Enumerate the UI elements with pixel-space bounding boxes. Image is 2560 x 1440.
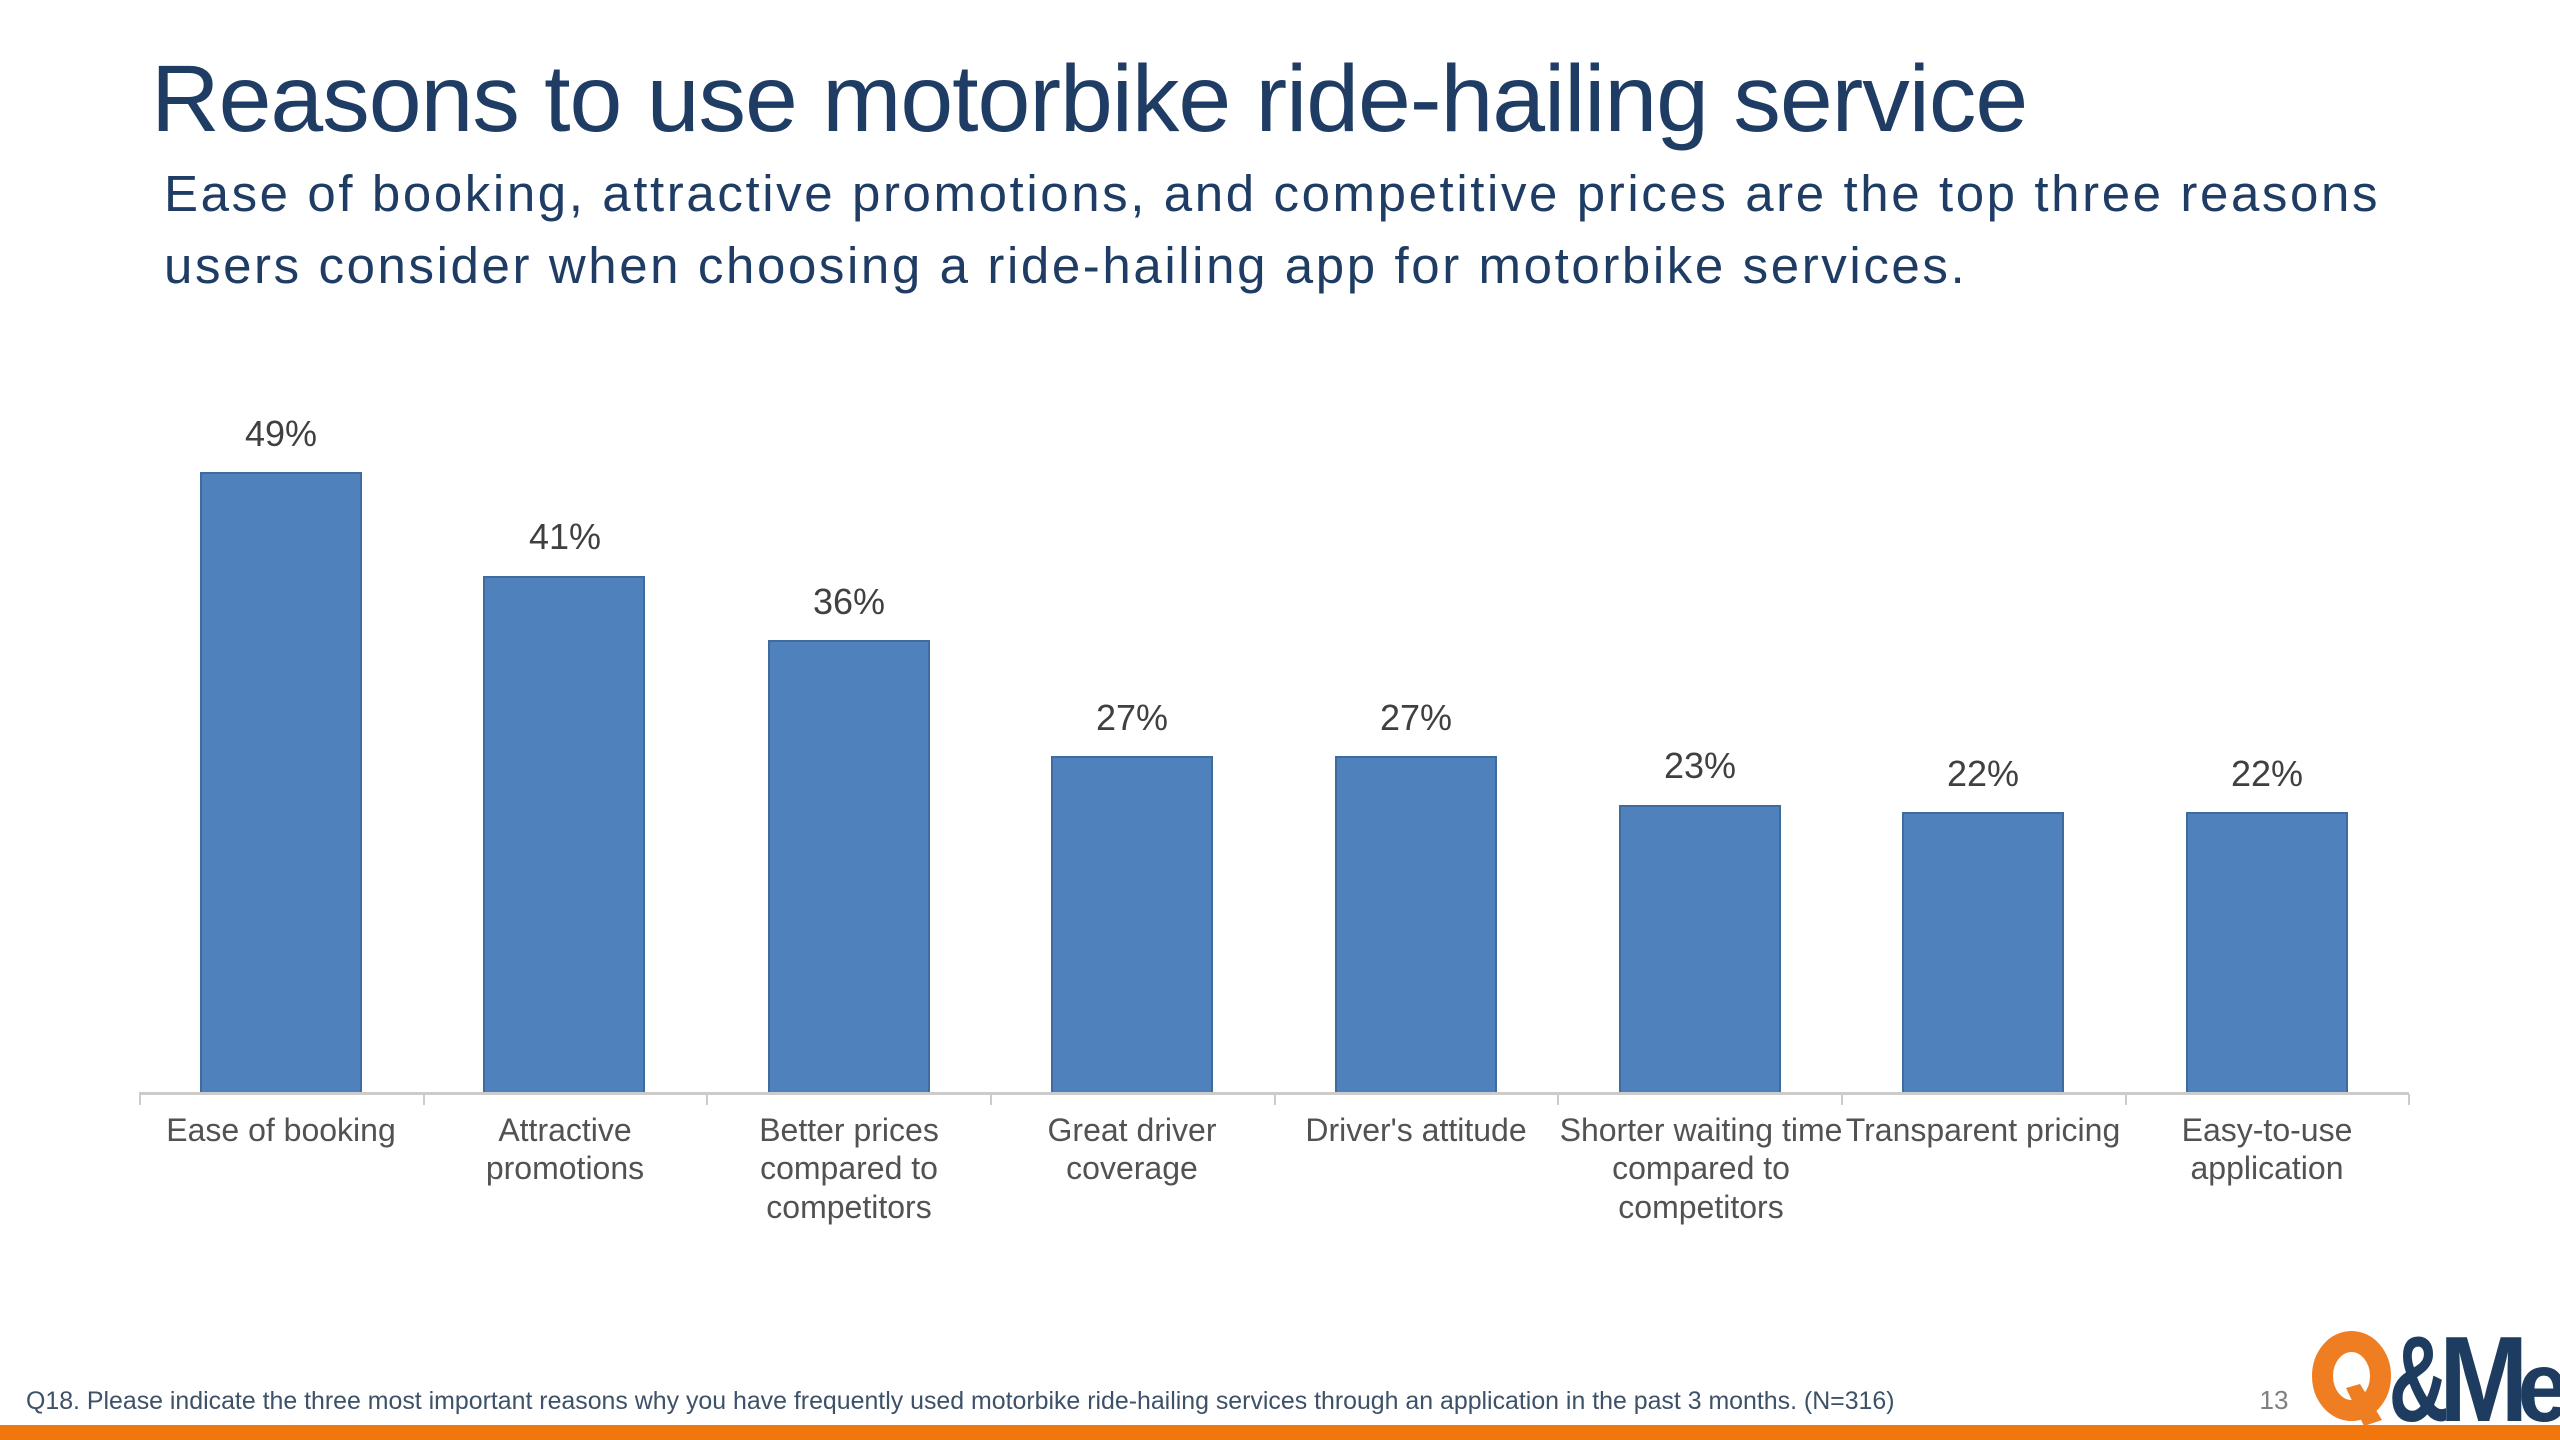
svg-text:e: e xyxy=(2518,1330,2560,1432)
svg-text:M: M xyxy=(2439,1320,2529,1432)
svg-text:&: & xyxy=(2389,1320,2449,1432)
